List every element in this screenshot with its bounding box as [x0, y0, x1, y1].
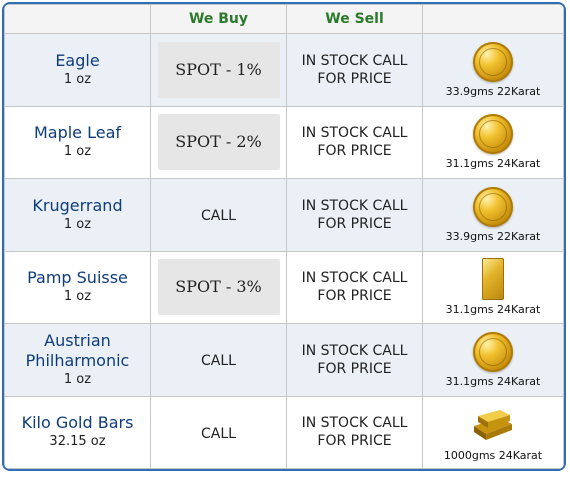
pamp-suisse-bar-icon[interactable]	[482, 258, 504, 301]
buy-price-cell: SPOT - 1%	[150, 33, 287, 107]
product-image-cell: 33.9gms 22Karat	[422, 178, 564, 252]
sell-line-2: FOR PRICE	[317, 70, 392, 87]
product-image-cell: 1000gms 24Karat	[422, 395, 564, 469]
krugerrand-coin-icon[interactable]	[473, 186, 513, 227]
product-cell: Krugerrand 1 oz	[4, 178, 151, 252]
sell-line-2: FOR PRICE	[317, 143, 392, 160]
product-image-cell: 31.1gms 24Karat	[422, 250, 564, 324]
product-cell: Maple Leaf 1 oz	[4, 105, 151, 179]
product-name: Kilo Gold Bars	[21, 413, 134, 433]
header-image-blank	[422, 4, 564, 34]
buy-price: SPOT - 3%	[157, 259, 280, 316]
buy-price-cell: CALL	[150, 178, 287, 252]
product-cell: Kilo Gold Bars 32.15 oz	[4, 395, 151, 469]
product-image-cell: 31.1gms 24Karat	[422, 105, 564, 179]
product-weight: 1 oz	[63, 144, 92, 160]
header-we-sell: We Sell	[286, 4, 423, 34]
product-weight: 1 oz	[63, 371, 92, 387]
table-row: Austrian Philharmonic 1 oz CALL IN STOCK…	[4, 323, 564, 397]
product-weight: 1 oz	[63, 216, 92, 232]
product-cell: Austrian Philharmonic 1 oz	[4, 323, 151, 397]
sell-line-1: IN STOCK CALL	[301, 342, 408, 359]
product-name: Krugerrand	[32, 195, 123, 215]
sell-line-1: IN STOCK CALL	[301, 270, 408, 287]
kilo-gold-bar-icon[interactable]	[470, 402, 516, 446]
sell-price-cell: IN STOCK CALL FOR PRICE	[286, 105, 423, 179]
buy-price-cell: CALL	[150, 323, 287, 397]
product-weight: 32.15 oz	[49, 434, 106, 450]
product-cell: Pamp Suisse 1 oz	[4, 250, 151, 324]
header-we-buy: We Buy	[150, 4, 287, 34]
product-spec: 33.9gms 22Karat	[445, 84, 541, 98]
product-spec: 31.1gms 24Karat	[445, 374, 541, 388]
buy-price-cell: CALL	[150, 395, 287, 469]
maple-leaf-coin-icon[interactable]	[473, 114, 513, 155]
gold-price-table: We Buy We Sell Eagle 1 oz SPOT - 1% IN S…	[4, 4, 564, 469]
buy-price-cell: SPOT - 3%	[150, 250, 287, 324]
product-weight: 1 oz	[63, 289, 92, 305]
buy-price: SPOT - 1%	[157, 41, 280, 98]
buy-price: SPOT - 2%	[157, 114, 280, 171]
header-blank	[4, 4, 151, 34]
product-spec: 31.1gms 24Karat	[445, 303, 541, 317]
sell-price-cell: IN STOCK CALL FOR PRICE	[286, 33, 423, 107]
table-row: Kilo Gold Bars 32.15 oz CALL IN STOCK CA…	[4, 395, 564, 469]
sell-line-1: IN STOCK CALL	[301, 197, 408, 214]
product-image-cell: 31.1gms 24Karat	[422, 323, 564, 397]
product-name: Pamp Suisse	[27, 268, 128, 288]
sell-line-2: FOR PRICE	[317, 288, 392, 305]
product-spec: 1000gms 24Karat	[443, 449, 543, 463]
product-image-cell: 33.9gms 22Karat	[422, 33, 564, 107]
product-name: Eagle	[55, 50, 100, 70]
table-row: Eagle 1 oz SPOT - 1% IN STOCK CALL FOR P…	[4, 33, 564, 107]
sell-line-2: FOR PRICE	[317, 215, 392, 232]
buy-price: CALL	[201, 353, 236, 370]
sell-line-1: IN STOCK CALL	[301, 125, 408, 142]
gold-eagle-coin-icon[interactable]	[473, 41, 513, 82]
table-row: Pamp Suisse 1 oz SPOT - 3% IN STOCK CALL…	[4, 250, 564, 324]
product-weight: 1 oz	[63, 71, 92, 87]
sell-line-2: FOR PRICE	[317, 433, 392, 450]
sell-price-cell: IN STOCK CALL FOR PRICE	[286, 178, 423, 252]
product-name: Austrian Philharmonic	[25, 330, 130, 370]
header-row: We Buy We Sell	[4, 4, 564, 34]
buy-price-cell: SPOT - 2%	[150, 105, 287, 179]
product-cell: Eagle 1 oz	[4, 33, 151, 107]
sell-price-cell: IN STOCK CALL FOR PRICE	[286, 395, 423, 469]
product-name: Maple Leaf	[33, 123, 122, 143]
product-spec: 31.1gms 24Karat	[445, 157, 541, 171]
price-table-frame: We Buy We Sell Eagle 1 oz SPOT - 1% IN S…	[2, 2, 566, 471]
table-row: Krugerrand 1 oz CALL IN STOCK CALL FOR P…	[4, 178, 564, 252]
sell-line-2: FOR PRICE	[317, 360, 392, 377]
table-row: Maple Leaf 1 oz SPOT - 2% IN STOCK CALL …	[4, 105, 564, 179]
sell-line-1: IN STOCK CALL	[301, 52, 408, 69]
product-spec: 33.9gms 22Karat	[445, 229, 541, 243]
sell-price-cell: IN STOCK CALL FOR PRICE	[286, 323, 423, 397]
sell-price-cell: IN STOCK CALL FOR PRICE	[286, 250, 423, 324]
buy-price: CALL	[201, 425, 236, 442]
sell-line-1: IN STOCK CALL	[301, 415, 408, 432]
buy-price: CALL	[201, 208, 236, 225]
philharmonic-coin-icon[interactable]	[473, 331, 513, 372]
